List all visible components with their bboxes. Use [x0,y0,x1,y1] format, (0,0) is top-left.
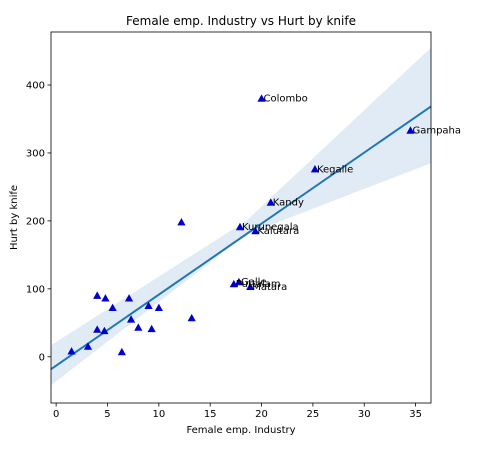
data-point [93,325,102,333]
plot-frame [50,31,432,404]
data-point [134,323,143,331]
data-point [117,347,126,356]
data-point [235,222,245,231]
y-tick-label: 200 [26,216,45,227]
chart-title: Female emp. Industry vs Hurt by knife [126,14,356,28]
data-point [93,291,102,299]
x-tick-label: 10 [152,409,165,420]
y-tick-label: 300 [26,148,45,159]
data-point [101,294,110,302]
y-tick-label: 400 [26,81,45,92]
x-axis-ticks: 0 5 10 15 20 25 30 35 [53,403,422,420]
data-point [100,326,109,335]
data-point [83,342,93,350]
point-label: Gampaha [412,126,461,137]
point-label: Kandy [273,198,304,209]
data-point [257,94,266,102]
data-point [246,282,255,290]
confidence-band-area [51,47,431,386]
point-label: Kurunegala [242,222,299,233]
data-point [124,294,134,302]
regression-line [50,105,432,371]
point-label: Colombo [264,94,308,105]
x-tick-label: 25 [307,409,320,420]
data-point [251,226,260,235]
confidence-band [51,47,431,386]
point-label: Kalutara [257,226,299,237]
data-point [187,313,196,322]
data-point [126,315,136,323]
regression-line-path [50,105,432,371]
data-points [67,94,415,356]
x-tick-label: 0 [53,409,59,420]
point-label: Galle [241,277,267,288]
data-point [67,347,76,355]
data-point [154,303,163,312]
data-point [147,324,156,333]
point-label: Puttalam [236,279,281,290]
x-tick-label: 30 [358,409,371,420]
point-label: Kegalle [317,164,353,175]
data-point [144,301,153,310]
point-labels: Colombo Gampaha Kegalle Kandy KurunegalaKalu… [236,94,461,293]
y-axis-label: Hurt by knife [9,185,20,250]
point-label: Matara [252,282,287,293]
data-point [406,126,415,134]
x-tick-label: 20 [255,409,268,420]
data-point [266,198,275,206]
data-point [108,303,117,312]
data-point [234,277,244,286]
y-axis-ticks: 0 100 200 300 400 [26,81,51,363]
data-point [229,279,238,288]
y-tick-label: 100 [26,284,45,295]
data-point [310,165,320,173]
x-tick-label: 35 [409,409,422,420]
data-point [177,218,186,226]
x-axis-label: Female emp. Industry [186,425,295,436]
x-tick-label: 15 [204,409,217,420]
x-tick-label: 5 [104,409,110,420]
y-tick-label: 0 [39,352,45,363]
